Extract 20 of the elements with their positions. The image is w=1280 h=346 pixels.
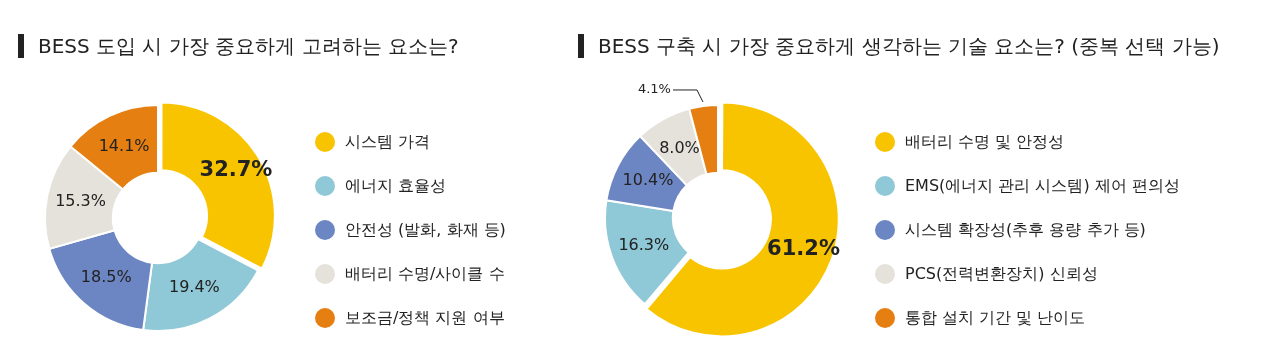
legend-label: EMS(에너지 관리 시스템) 제어 편의성 — [905, 175, 1180, 197]
data-label: 4.1% — [637, 81, 671, 97]
data-label: 8.0% — [659, 138, 700, 158]
legend-label: 배터리 수명/사이클 수 — [345, 263, 505, 285]
data-label: 19.4% — [168, 277, 220, 297]
legend-label: 보조금/정책 지원 여부 — [345, 307, 505, 329]
data-label: 18.5% — [80, 266, 132, 286]
legend-label: 에너지 효율성 — [345, 175, 447, 197]
legend-label: 안전성 (발화, 화재 등) — [345, 219, 506, 241]
legend-label: PCS(전력변환장치) 신뢰성 — [905, 263, 1098, 285]
chart-title: BESS 도입 시 가장 중요하게 고려하는 요소는? — [18, 34, 459, 58]
legend-label: 배터리 수명 및 안정성 — [905, 131, 1065, 153]
legend-label: 시스템 가격 — [345, 131, 431, 153]
data-label: 10.4% — [622, 170, 674, 190]
data-label: 14.1% — [98, 135, 150, 155]
data-label: 15.3% — [55, 191, 106, 211]
data-label: 16.3% — [618, 234, 670, 254]
legend-label: 통합 설치 기간 및 난이도 — [905, 307, 1086, 329]
legend-label: 시스템 확장성(추후 용량 추가 등) — [905, 219, 1146, 241]
chart-title: BESS 구축 시 가장 중요하게 생각하는 기술 요소는? (중복 선택 가능) — [578, 34, 1220, 58]
